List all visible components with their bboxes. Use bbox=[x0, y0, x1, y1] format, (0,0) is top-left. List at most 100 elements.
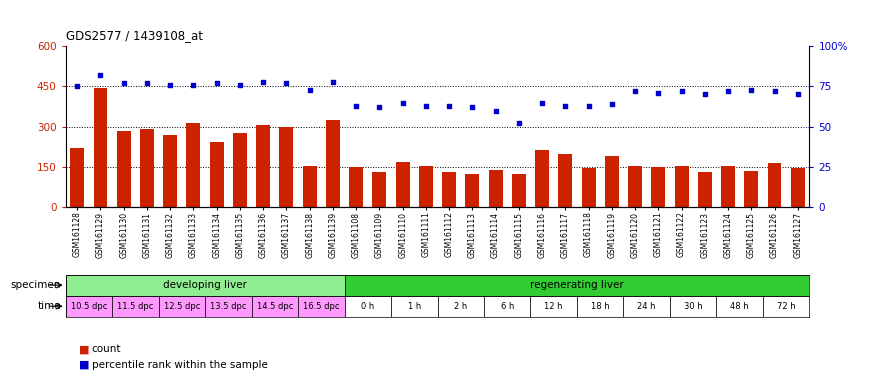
Bar bbox=[651, 167, 665, 207]
Text: count: count bbox=[92, 344, 122, 354]
Point bbox=[279, 80, 293, 86]
Text: ■: ■ bbox=[79, 344, 89, 354]
Bar bbox=[767, 163, 781, 207]
Text: ■: ■ bbox=[79, 360, 89, 370]
Bar bbox=[717, 296, 763, 317]
Point bbox=[256, 78, 270, 84]
Point bbox=[442, 103, 456, 109]
Text: 12.5 dpc: 12.5 dpc bbox=[164, 302, 200, 311]
Bar bbox=[530, 296, 577, 317]
Point bbox=[419, 103, 433, 109]
Bar bbox=[205, 296, 252, 317]
Point bbox=[558, 103, 572, 109]
Point bbox=[582, 103, 596, 109]
Bar bbox=[670, 296, 717, 317]
Bar bbox=[675, 166, 689, 207]
Text: specimen: specimen bbox=[10, 280, 61, 290]
Text: 24 h: 24 h bbox=[637, 302, 656, 311]
Text: 14.5 dpc: 14.5 dpc bbox=[256, 302, 293, 311]
Bar bbox=[791, 168, 805, 207]
Bar bbox=[763, 296, 809, 317]
Bar bbox=[605, 156, 619, 207]
Text: 10.5 dpc: 10.5 dpc bbox=[71, 302, 107, 311]
Bar bbox=[536, 149, 550, 207]
Point bbox=[326, 78, 340, 84]
Bar bbox=[70, 148, 84, 207]
Point bbox=[675, 88, 689, 94]
Bar bbox=[582, 168, 596, 207]
Bar bbox=[164, 135, 177, 207]
Bar bbox=[66, 296, 112, 317]
Bar bbox=[210, 141, 224, 207]
Text: 18 h: 18 h bbox=[591, 302, 610, 311]
Bar bbox=[577, 296, 623, 317]
Bar bbox=[349, 167, 363, 207]
Bar bbox=[419, 166, 433, 207]
Text: 6 h: 6 h bbox=[500, 302, 514, 311]
Bar bbox=[186, 123, 200, 207]
Point bbox=[745, 86, 759, 93]
Point bbox=[70, 83, 84, 89]
Point bbox=[651, 90, 665, 96]
Bar bbox=[396, 162, 410, 207]
Bar bbox=[488, 170, 502, 207]
Point bbox=[140, 80, 154, 86]
Point bbox=[767, 88, 781, 94]
Text: 16.5 dpc: 16.5 dpc bbox=[303, 302, 340, 311]
Text: 11.5 dpc: 11.5 dpc bbox=[117, 302, 153, 311]
Bar bbox=[112, 296, 158, 317]
Point bbox=[628, 88, 642, 94]
Bar bbox=[623, 296, 670, 317]
Bar bbox=[628, 166, 642, 207]
Bar bbox=[391, 296, 438, 317]
Bar bbox=[116, 131, 130, 207]
Point bbox=[164, 82, 178, 88]
Point bbox=[349, 103, 363, 109]
Text: 1 h: 1 h bbox=[408, 302, 421, 311]
Text: 12 h: 12 h bbox=[544, 302, 563, 311]
Point bbox=[186, 82, 200, 88]
Bar bbox=[298, 296, 345, 317]
Bar bbox=[279, 127, 293, 207]
Bar bbox=[466, 174, 480, 207]
Point bbox=[396, 99, 410, 106]
Bar bbox=[303, 166, 317, 207]
Bar bbox=[512, 174, 526, 207]
Point bbox=[605, 101, 619, 107]
Point bbox=[536, 99, 550, 106]
Point bbox=[791, 91, 805, 98]
Text: percentile rank within the sample: percentile rank within the sample bbox=[92, 360, 268, 370]
Bar bbox=[345, 296, 391, 317]
Bar bbox=[438, 296, 484, 317]
Point bbox=[94, 72, 108, 78]
Bar bbox=[94, 88, 108, 207]
Text: 48 h: 48 h bbox=[731, 302, 749, 311]
Text: 30 h: 30 h bbox=[684, 302, 703, 311]
Point bbox=[697, 91, 711, 98]
Bar bbox=[66, 275, 345, 296]
Text: GDS2577 / 1439108_at: GDS2577 / 1439108_at bbox=[66, 29, 203, 42]
Bar bbox=[158, 296, 205, 317]
Point bbox=[488, 108, 502, 114]
Text: 13.5 dpc: 13.5 dpc bbox=[210, 302, 247, 311]
Bar bbox=[140, 129, 154, 207]
Text: regenerating liver: regenerating liver bbox=[530, 280, 624, 290]
Bar bbox=[345, 275, 809, 296]
Bar bbox=[484, 296, 530, 317]
Bar bbox=[721, 166, 735, 207]
Text: 2 h: 2 h bbox=[454, 302, 467, 311]
Bar bbox=[326, 120, 340, 207]
Point bbox=[116, 80, 130, 86]
Point bbox=[373, 104, 387, 111]
Bar bbox=[698, 172, 711, 207]
Bar bbox=[745, 171, 759, 207]
Point bbox=[721, 88, 735, 94]
Bar bbox=[252, 296, 298, 317]
Text: 0 h: 0 h bbox=[361, 302, 374, 311]
Bar bbox=[373, 172, 387, 207]
Point bbox=[512, 121, 526, 127]
Point bbox=[303, 86, 317, 93]
Bar bbox=[256, 125, 270, 207]
Text: developing liver: developing liver bbox=[163, 280, 247, 290]
Text: time: time bbox=[38, 301, 61, 311]
